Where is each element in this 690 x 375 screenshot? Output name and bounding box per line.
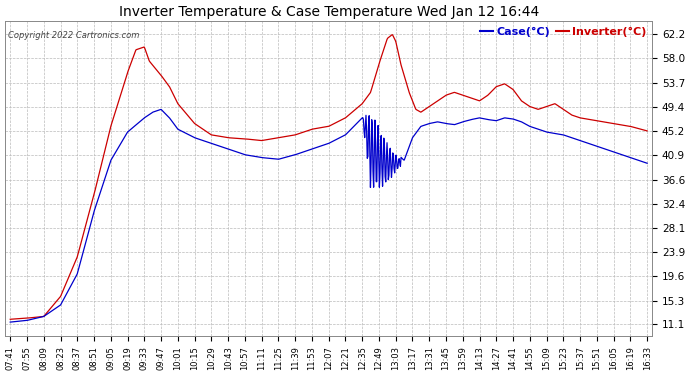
Title: Inverter Temperature & Case Temperature Wed Jan 12 16:44: Inverter Temperature & Case Temperature … <box>119 5 539 19</box>
Text: Copyright 2022 Cartronics.com: Copyright 2022 Cartronics.com <box>8 31 140 40</box>
Legend: Case(°C), Inverter(°C): Case(°C), Inverter(°C) <box>475 22 651 42</box>
